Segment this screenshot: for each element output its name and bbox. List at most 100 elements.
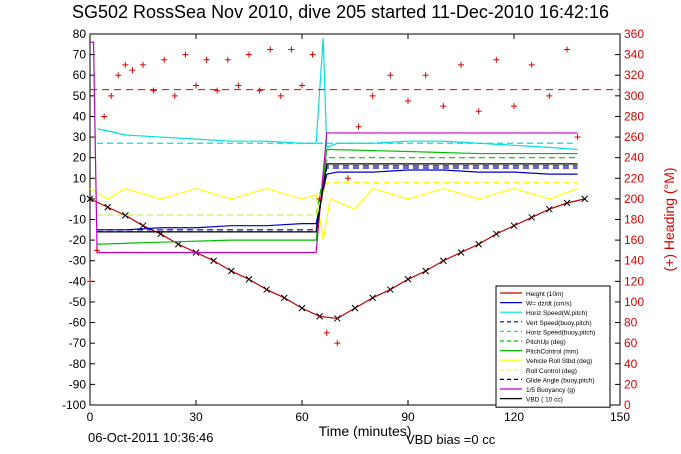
height-marker: [369, 294, 377, 302]
heading-point: [101, 113, 108, 120]
height-marker: [386, 286, 394, 293]
y-right-tick-label: 240: [624, 151, 644, 165]
heading-point: [309, 51, 316, 58]
heading-point: [387, 72, 394, 79]
heading-point: [87, 278, 93, 285]
heading-point: [140, 61, 146, 68]
legend-entry: Glide Angle (buoy,pitch): [526, 377, 595, 384]
heading-point: [323, 329, 330, 336]
x-tick-label: 90: [401, 410, 415, 424]
legend: Height (10m) W= dz/dt (cm/s) Horiz Speed(W…: [495, 285, 611, 408]
heading-point: [277, 92, 284, 99]
heading-point: [574, 134, 581, 141]
heading-point: [422, 72, 429, 79]
y-right-tick-label: 40: [624, 357, 638, 371]
height-marker: [316, 313, 324, 320]
heading-point: [214, 87, 221, 94]
legend-entry: PitchUp (deg): [526, 339, 566, 346]
y-left-tick-label: 60: [73, 68, 87, 82]
y-right-tick-label: 260: [624, 130, 644, 144]
series-line: [90, 41, 578, 254]
y-left-tick-label: -20: [69, 233, 87, 247]
y-left-tick-label: -40: [69, 274, 87, 288]
height-marker: [404, 275, 412, 283]
y-right-tick-label: 120: [624, 274, 644, 288]
heading-point: [182, 51, 189, 58]
x-tick-label: 0: [87, 410, 94, 424]
legend-entry: PitchControl (mm): [526, 349, 578, 356]
y-right-tick-label: 180: [624, 213, 644, 227]
x-tick-label: 150: [610, 410, 630, 424]
height-marker: [280, 294, 288, 302]
series-line: [97, 163, 578, 233]
y-right-tick-label: 300: [624, 89, 644, 103]
y-right-tick-label: 60: [624, 336, 638, 350]
height-marker: [457, 249, 465, 256]
heading-point: [316, 195, 323, 202]
height-marker: [227, 267, 235, 275]
legend-entry: Horiz Speed(buoy,pitch): [526, 329, 595, 336]
height-marker: [139, 222, 147, 230]
legend-entry: VBD ( 10 cc): [526, 397, 563, 404]
y-right-tick-label: 140: [624, 254, 644, 268]
height-marker: [86, 195, 94, 203]
legend-entry: 1/5 Buoyancy (g): [526, 387, 575, 394]
heading-point: [267, 46, 274, 53]
heading-point: [256, 87, 263, 94]
series-line: [97, 169, 578, 231]
height-marker: [563, 199, 571, 207]
y-left-tick-label: -50: [69, 295, 87, 309]
height-marker: [245, 275, 253, 283]
heading-point: [129, 67, 136, 74]
heading-point: [161, 56, 168, 63]
footer-date: 06-Oct-2011 10:36:46: [88, 430, 214, 445]
height-marker: [210, 257, 218, 265]
series-line: [89, 187, 578, 241]
height-marker: [263, 286, 271, 293]
y-left-tick-label: 10: [73, 171, 87, 185]
heading-point: [458, 61, 464, 68]
height-marker: [545, 205, 553, 213]
height-marker: [581, 195, 589, 203]
heading-point: [115, 72, 122, 79]
height-marker: [528, 214, 536, 221]
y-left-tick-label: -30: [69, 254, 87, 268]
heading-point: [564, 46, 570, 53]
height-marker: [333, 315, 341, 322]
height-marker: [351, 304, 359, 312]
heading-point: [334, 340, 341, 347]
y-right-tick-label: 360: [624, 27, 644, 41]
y-right-tick-label: 200: [624, 192, 644, 206]
heading-point: [224, 56, 231, 63]
y-left-tick-label: 50: [73, 89, 87, 103]
y-right-tick-label: 320: [624, 68, 644, 82]
height-marker: [121, 212, 129, 219]
heading-point: [203, 56, 210, 63]
y-right-tick-label: 220: [624, 171, 644, 185]
legend-entry: Height (10m): [526, 291, 564, 298]
series-group: [86, 38, 620, 347]
legend-entry: Roll Control (deg): [526, 368, 577, 375]
heading-point: [546, 92, 553, 99]
heading-point: [369, 92, 376, 99]
y-right-tick-label: 20: [624, 377, 638, 391]
heading-point: [235, 82, 242, 89]
legend-entry: Horiz Speed(W,pitch): [526, 310, 587, 317]
y-left-tick-label: 70: [73, 48, 87, 62]
y-left-tick-label: -90: [69, 377, 87, 391]
legend-entry: Vehicle Roll Stbd (deg): [526, 358, 592, 365]
y-left-tick-label: 40: [73, 109, 87, 123]
heading-point: [528, 61, 535, 68]
heading-point: [344, 175, 351, 182]
y-left-tick-label: 80: [73, 27, 87, 41]
y-left-tick-label: -70: [69, 336, 87, 350]
height-marker: [492, 230, 500, 238]
x-axis-label: Time (minutes): [319, 423, 412, 439]
footer-vbd-bias: VBD bias =0 cc: [406, 432, 496, 447]
y-left-tick-label: -60: [69, 316, 87, 330]
height-marker: [298, 304, 306, 312]
y-left-tick-label: 20: [73, 151, 87, 165]
heading-point: [150, 87, 157, 94]
heading-point: [493, 56, 500, 63]
